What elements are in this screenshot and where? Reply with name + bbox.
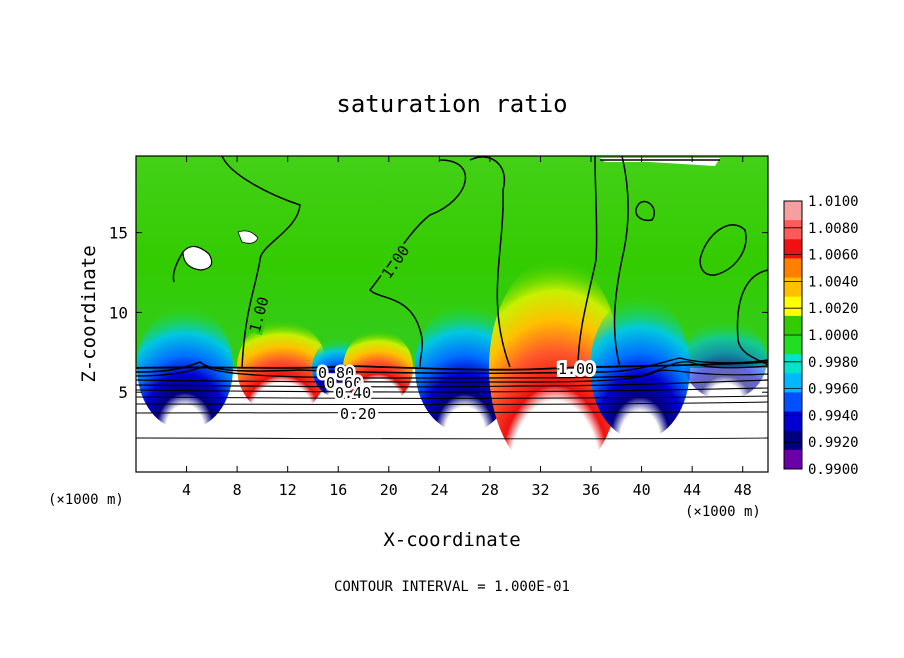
colorbar: 1.0100 1.0080 1.0060 1.0040 1.0020 1.0000 0.99…: [783, 194, 859, 478]
colorbar-swatch: [784, 411, 802, 432]
colorbar-swatch: [784, 449, 802, 470]
red-plume-3: [489, 258, 621, 472]
blue-plume-5: [683, 320, 767, 400]
x-tick-label: 36: [582, 481, 600, 499]
plot-area: 1.00 1.00 1.00 0.80 0.60 0.40 0.20: [136, 156, 768, 472]
colorbar-label: 1.0060: [808, 248, 859, 264]
x-axis-unit-left: (×1000 m): [48, 492, 124, 508]
x-tick-label: 12: [279, 481, 297, 499]
chart-title: saturation ratio: [336, 90, 567, 118]
x-tick-label: 48: [734, 481, 752, 499]
colorbar-label: 0.9980: [808, 355, 859, 371]
colorbar-swatch: [784, 201, 802, 221]
white-patch: [237, 230, 259, 244]
colorbar-swatch: [784, 277, 802, 298]
colorbar-label: 1.0020: [808, 301, 859, 317]
contour-label: 0.40: [335, 384, 371, 402]
colorbar-swatch: [784, 373, 802, 393]
x-tick-label: 4: [182, 481, 191, 499]
colorbar-label: 0.9920: [808, 435, 859, 451]
x-tick-label: 40: [633, 481, 651, 499]
x-tick-label: 32: [531, 481, 549, 499]
contour-label: 0.20: [340, 405, 376, 423]
x-axis: 4 8 12 16 20 24 28 32 36 40 44 48: [182, 156, 752, 499]
colorbar-label: 0.9940: [808, 408, 859, 424]
colorbar-swatch: [784, 354, 802, 374]
y-tick-label: 10: [109, 303, 128, 322]
y-axis: 5 10 15: [109, 224, 768, 402]
contour-label: 0.60: [326, 374, 362, 392]
colorbar-swatch: [784, 239, 802, 259]
blue-plume-3: [415, 303, 515, 433]
colorbar-swatch: [784, 258, 802, 279]
x-tick-label: 28: [481, 481, 499, 499]
contour-lines-upper: [172, 156, 768, 368]
colorbar-label: 0.9900: [808, 462, 859, 478]
colorbar-label: 0.9960: [808, 382, 859, 398]
contour-label: 0.80: [318, 364, 354, 382]
colorbar-swatch: [784, 392, 802, 413]
colorbar-label: 1.0040: [808, 274, 859, 290]
x-tick-label: 24: [430, 481, 448, 499]
contour-label: 1.00: [558, 360, 594, 378]
colorbar-swatch: [784, 430, 802, 451]
contour-interval-note: CONTOUR INTERVAL = 1.000E-01: [334, 579, 570, 595]
colorbar-label: 1.0000: [808, 328, 859, 344]
y-tick-label: 15: [109, 224, 128, 243]
colorbar-label: 1.0100: [808, 194, 859, 210]
plot-frame: [135, 155, 769, 473]
x-axis-unit-right: (×1000 m): [685, 504, 761, 520]
y-tick-label: 5: [118, 383, 128, 402]
colorbar-label: 1.0080: [808, 221, 859, 237]
x-tick-label: 8: [233, 481, 242, 499]
colorbar-swatch: [784, 296, 802, 317]
x-axis-label: X-coordinate: [383, 529, 520, 551]
x-tick-label: 16: [329, 481, 347, 499]
x-tick-label: 44: [683, 481, 701, 499]
colorbar-swatch: [784, 315, 802, 336]
white-patch: [182, 245, 213, 271]
colorbar-swatch: [784, 335, 802, 355]
x-tick-label: 20: [380, 481, 398, 499]
y-axis-label: Z-coordinate: [78, 245, 100, 382]
colorbar-swatch: [784, 220, 802, 240]
